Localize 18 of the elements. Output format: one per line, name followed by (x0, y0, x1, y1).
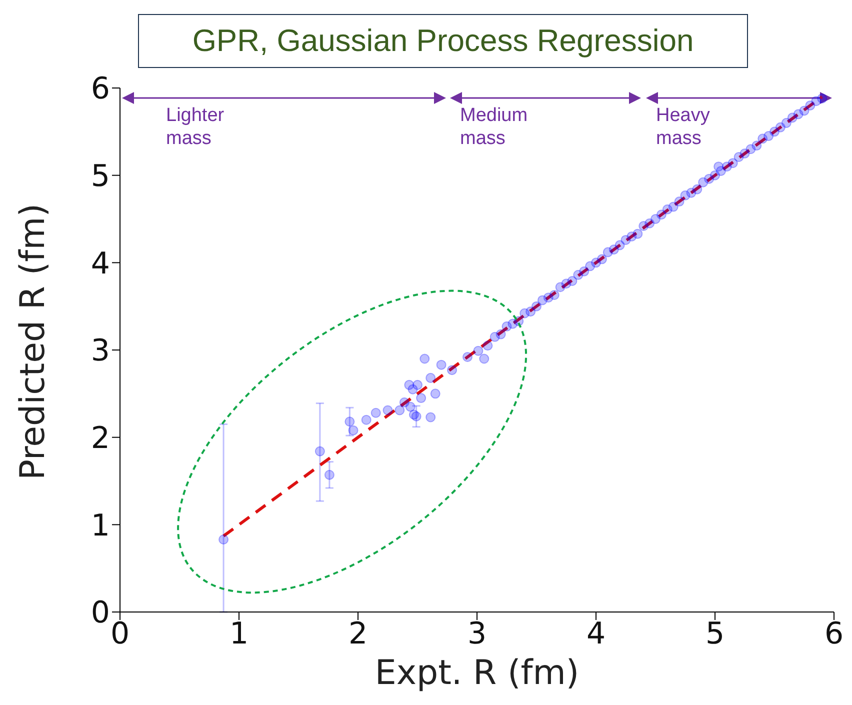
chart-title: GPR, Gaussian Process Regression (138, 14, 748, 68)
x-tick-label: 2 (348, 616, 368, 652)
x-tick-label: 5 (705, 616, 725, 652)
y-tick-label: 3 (90, 334, 110, 369)
y-axis-title: Predicted R (fm) (13, 204, 54, 480)
y-tick-label: 1 (90, 508, 110, 544)
annotation: Medium mass (460, 104, 529, 150)
x-tick-label: 3 (467, 616, 487, 652)
x-axis-title: Expt. R (fm) (374, 653, 580, 693)
y-tick-label: 6 (90, 72, 110, 107)
annotation: Heavy mass (656, 104, 711, 150)
y-tick-label: 2 (90, 420, 110, 456)
annotation: Lighter mass (166, 104, 226, 150)
x-tick-label: 6 (824, 616, 844, 652)
y-tick-label: 5 (90, 158, 110, 194)
y-tick-label: 4 (90, 246, 110, 282)
x-tick-label: 1 (229, 616, 249, 652)
x-tick-label: 4 (586, 616, 606, 652)
